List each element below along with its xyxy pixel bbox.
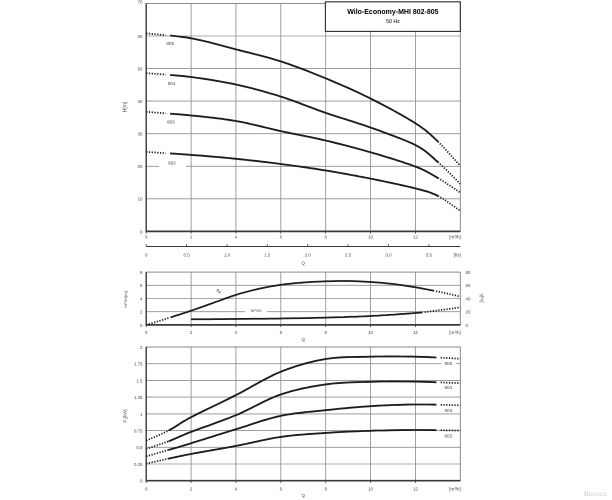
svg-text:10: 10	[368, 330, 373, 335]
svg-text:803: 803	[167, 119, 175, 124]
svg-text:4: 4	[235, 486, 238, 491]
svg-text:6: 6	[280, 330, 283, 335]
svg-text:2: 2	[190, 330, 193, 335]
svg-text:NPSH: NPSH	[250, 308, 261, 313]
svg-text:Q: Q	[301, 493, 305, 498]
svg-text:805: 805	[166, 41, 174, 46]
svg-text:1.25: 1.25	[134, 395, 143, 400]
svg-text:1.5: 1.5	[264, 252, 271, 257]
svg-text:η[%]: η[%]	[480, 293, 485, 302]
svg-text:12: 12	[413, 330, 418, 335]
svg-text:Q: Q	[301, 337, 305, 342]
svg-text:ηp: ηp	[217, 288, 222, 294]
svg-text:20: 20	[138, 164, 143, 169]
svg-text:40: 40	[466, 296, 471, 301]
svg-text:NPSH[m]: NPSH[m]	[123, 291, 128, 308]
svg-text:6: 6	[140, 283, 143, 288]
svg-text:3.5: 3.5	[426, 252, 433, 257]
svg-text:803: 803	[444, 408, 452, 413]
svg-text:8: 8	[140, 270, 143, 275]
svg-text:4: 4	[140, 296, 143, 301]
svg-text:10: 10	[138, 197, 143, 202]
svg-text:12: 12	[413, 486, 418, 491]
svg-text:2.0: 2.0	[305, 252, 312, 257]
svg-text:0: 0	[466, 323, 469, 328]
svg-text:8: 8	[324, 235, 327, 240]
svg-text:804: 804	[168, 81, 176, 86]
svg-text:0: 0	[140, 323, 143, 328]
svg-text:2: 2	[140, 345, 143, 350]
svg-text:0: 0	[145, 486, 148, 491]
svg-text:60: 60	[466, 283, 471, 288]
svg-text:3.0: 3.0	[385, 252, 392, 257]
svg-text:6: 6	[280, 235, 283, 240]
svg-text:[m³/h]: [m³/h]	[449, 235, 461, 240]
svg-text:1.0: 1.0	[224, 252, 231, 257]
svg-text:8: 8	[324, 486, 327, 491]
svg-text:4: 4	[235, 235, 238, 240]
svg-text:0.5: 0.5	[184, 252, 191, 257]
svg-text:0: 0	[145, 235, 148, 240]
svg-text:Wilo-Economy-MHI 802-805: Wilo-Economy-MHI 802-805	[347, 9, 438, 16]
svg-text:0.5: 0.5	[136, 445, 143, 450]
svg-text:P1[kW]: P1[kW]	[123, 409, 129, 422]
svg-text:50: 50	[138, 67, 143, 72]
svg-text:2: 2	[190, 486, 193, 491]
svg-text:50 Hz: 50 Hz	[386, 19, 400, 25]
svg-text:0: 0	[140, 229, 143, 234]
svg-text:20: 20	[466, 310, 471, 315]
svg-text:80: 80	[466, 270, 471, 275]
svg-text:2: 2	[140, 310, 143, 315]
svg-text:30: 30	[138, 132, 143, 137]
svg-text:60: 60	[138, 34, 143, 39]
svg-text:[m³/h]: [m³/h]	[449, 486, 461, 491]
svg-text:2.5: 2.5	[345, 252, 352, 257]
svg-text:802: 802	[168, 161, 176, 166]
svg-text:12: 12	[413, 235, 418, 240]
svg-text:0: 0	[140, 479, 143, 484]
svg-text:802: 802	[444, 433, 452, 438]
svg-text:1: 1	[140, 412, 143, 417]
svg-text:804: 804	[444, 385, 452, 390]
svg-text:[l/s]: [l/s]	[454, 252, 461, 257]
svg-text:1.5: 1.5	[136, 378, 143, 383]
svg-text:2: 2	[190, 235, 193, 240]
svg-text:Bunico: Bunico	[584, 491, 607, 498]
svg-text:0: 0	[145, 330, 148, 335]
svg-text:40: 40	[138, 99, 143, 104]
svg-text:0: 0	[145, 252, 148, 257]
svg-text:1.75: 1.75	[134, 362, 143, 367]
svg-text:10: 10	[368, 486, 373, 491]
svg-text:Q: Q	[301, 261, 305, 266]
svg-text:0.25: 0.25	[134, 462, 143, 467]
svg-text:0.75: 0.75	[134, 429, 143, 434]
svg-text:[m³/h]: [m³/h]	[449, 330, 461, 335]
svg-text:10: 10	[368, 235, 373, 240]
svg-text:805: 805	[444, 361, 452, 366]
svg-text:70: 70	[138, 0, 143, 5]
svg-text:4: 4	[235, 330, 238, 335]
svg-text:6: 6	[280, 486, 283, 491]
svg-text:8: 8	[324, 330, 327, 335]
svg-text:H[m]: H[m]	[123, 101, 129, 112]
